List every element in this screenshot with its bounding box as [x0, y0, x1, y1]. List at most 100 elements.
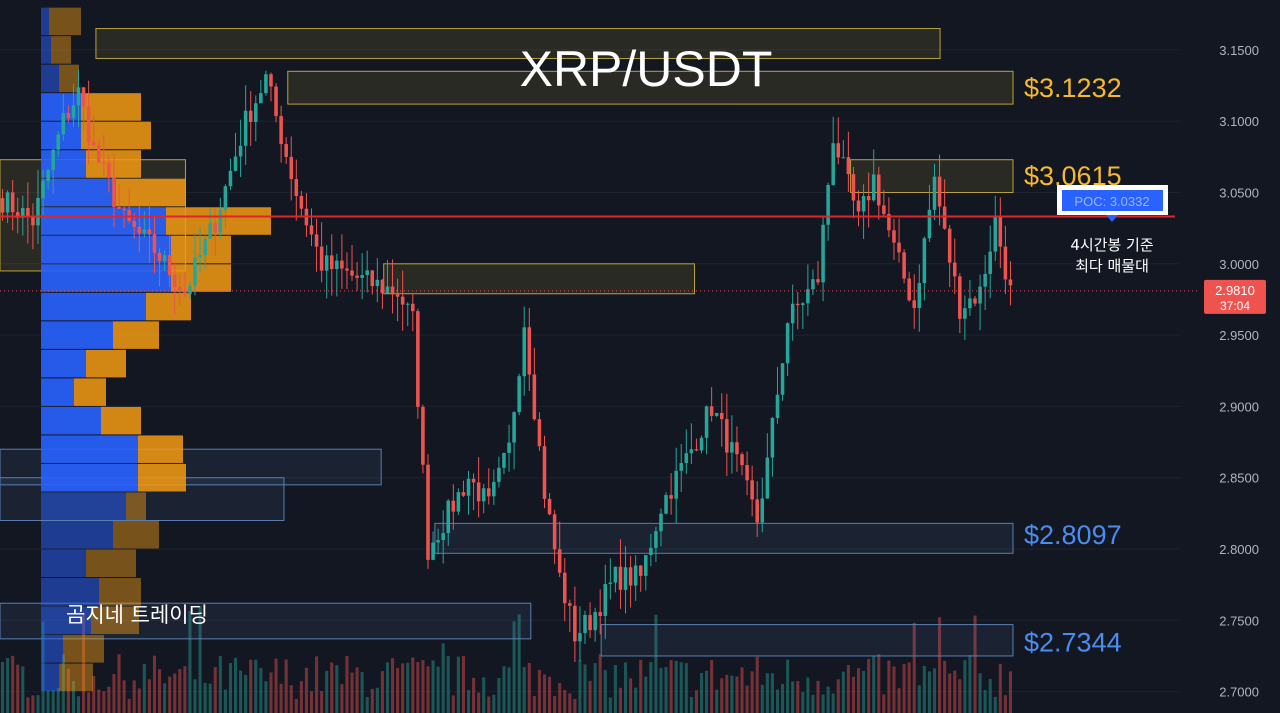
volume-bar: [315, 656, 319, 713]
volume-bar: [193, 679, 197, 713]
volume-bar: [710, 660, 714, 713]
volume-bar: [137, 688, 141, 713]
volume-bar: [993, 696, 997, 713]
candle-body: [593, 612, 597, 631]
candle-body: [360, 275, 364, 278]
candle-body: [689, 449, 694, 454]
profile-buy-bar: [41, 378, 74, 406]
volume-bar: [801, 692, 805, 713]
candle-body: [669, 495, 673, 499]
candle-body: [137, 226, 142, 234]
volume-bar: [629, 678, 633, 713]
profile-sell-bar: [146, 292, 191, 321]
candle-body: [198, 255, 202, 258]
candle-body: [583, 614, 587, 634]
volume-bar: [872, 655, 876, 713]
volume-bar: [588, 680, 592, 713]
candle-body: [421, 406, 425, 465]
price-badge-value: 2.9810: [1215, 283, 1255, 298]
volume-bar: [269, 672, 273, 713]
profile-sell-bar: [171, 235, 231, 264]
volume-bar: [922, 665, 926, 713]
volume-bar: [325, 670, 329, 713]
volume-bar: [836, 679, 840, 713]
poc-note-2: 최다 매물대: [1075, 257, 1149, 275]
candle-body: [557, 549, 562, 573]
candle-body: [978, 286, 982, 304]
resistance-zone: [95, 28, 941, 59]
candle-body: [259, 93, 263, 104]
price-badge: [1204, 279, 1266, 314]
volume-bar: [735, 676, 739, 713]
volume-bar: [542, 674, 547, 713]
candle-body: [856, 200, 861, 212]
level-label: $2.7344: [1024, 628, 1122, 658]
candle-body: [512, 412, 516, 443]
volume-bar: [765, 673, 769, 713]
volume-bar: [537, 669, 541, 713]
volume-bar: [345, 656, 349, 713]
candle-body: [51, 149, 55, 171]
volume-bar: [664, 666, 668, 713]
volume-bar: [938, 617, 942, 713]
candle-body: [613, 566, 618, 583]
support-zone: [434, 522, 1014, 554]
volume-bar: [92, 676, 96, 713]
candle-body: [816, 279, 820, 283]
candle-body: [91, 142, 96, 146]
candle-body: [26, 208, 30, 217]
volume-bar: [492, 694, 496, 713]
volume-bar: [892, 666, 896, 713]
candle-body: [573, 605, 577, 642]
candle-body: [385, 286, 390, 294]
candle-body: [274, 86, 278, 117]
volume-bar: [330, 662, 334, 713]
candle-body: [436, 540, 440, 543]
candle-body: [522, 327, 527, 377]
candle-body: [112, 177, 116, 207]
candle-body: [968, 298, 972, 309]
candle-body: [355, 275, 359, 278]
profile-sell-bar: [99, 578, 141, 606]
candle-body: [947, 228, 952, 263]
candle-body: [213, 223, 218, 233]
volume-bar: [380, 671, 384, 713]
volume-bar: [593, 663, 597, 713]
volume-bar: [826, 686, 830, 713]
volume-bar: [406, 662, 410, 713]
y-tick-label: 2.9500: [1219, 328, 1259, 343]
candle-body: [877, 174, 881, 206]
poc-note-1: 4시간봉 기준: [1070, 236, 1154, 254]
candle-body: [527, 327, 532, 375]
volume-bar: [218, 656, 222, 713]
y-tick-label: 3.1500: [1219, 43, 1259, 58]
candle-body: [922, 238, 927, 284]
candle-body: [71, 105, 76, 119]
volume-bar: [755, 656, 759, 713]
candle-body: [993, 216, 998, 252]
candle-body: [284, 144, 288, 157]
volume-bar: [720, 678, 724, 713]
candle-body: [790, 303, 795, 324]
candle-body: [699, 437, 704, 451]
candle-body: [411, 303, 415, 312]
y-tick-label: 2.8000: [1219, 542, 1259, 557]
volume-bar: [132, 680, 136, 713]
volume-bar: [907, 662, 911, 713]
candle-body: [31, 216, 35, 226]
watermark-text: 곰지네 트레이딩: [66, 603, 208, 627]
candle-body: [15, 212, 20, 218]
candle-body: [269, 74, 273, 87]
volume-bars: [1, 605, 1012, 713]
volume-bar: [613, 665, 617, 713]
candle-body: [603, 584, 608, 616]
candle-body: [755, 499, 759, 523]
candle-body: [568, 603, 572, 606]
profile-buy-bar: [41, 435, 138, 463]
volume-bar: [715, 689, 719, 713]
candle-body: [441, 533, 445, 541]
volume-bar: [163, 683, 167, 713]
candle-body: [5, 192, 10, 213]
